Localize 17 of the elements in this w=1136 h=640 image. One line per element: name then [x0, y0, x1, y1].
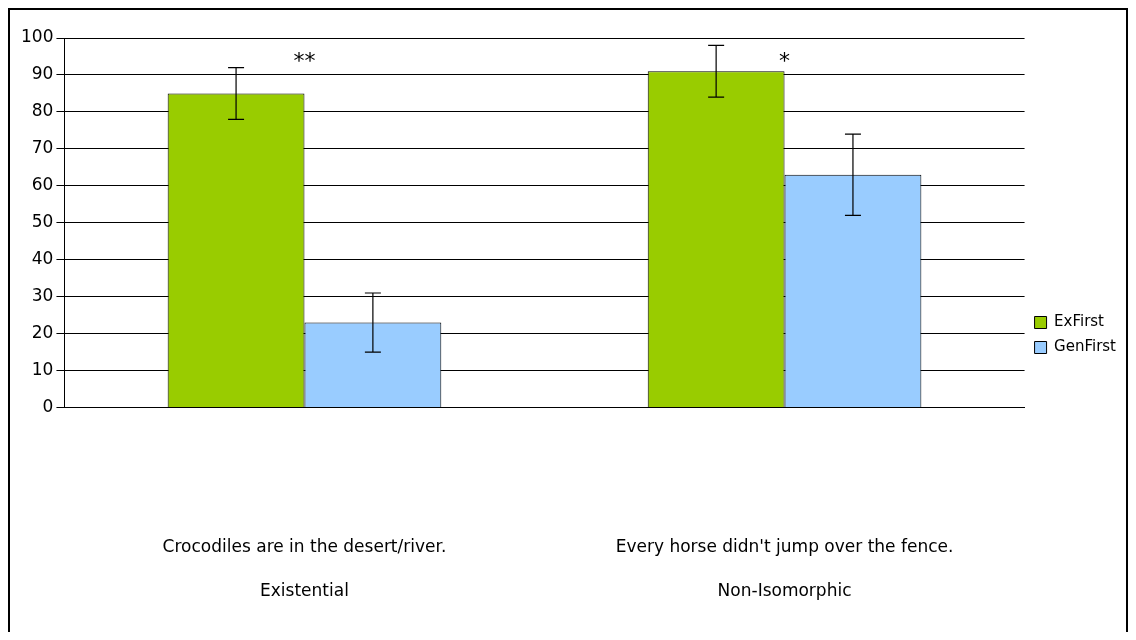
y-tick-label: 30	[31, 285, 54, 306]
y-tick-label: 60	[31, 174, 54, 195]
y-tick-label: 10	[31, 359, 54, 380]
y-tick-label: 70	[31, 137, 54, 158]
legend-label: GenFirst	[1054, 337, 1117, 356]
y-tick-label: 0	[42, 396, 54, 417]
annotation: **	[293, 47, 316, 73]
legend-label: ExFirst	[1054, 312, 1105, 331]
y-tick-label: 40	[31, 248, 54, 269]
y-tick-label: 100	[20, 26, 54, 47]
y-tick-label: 80	[31, 100, 54, 121]
y-tick-label: 20	[31, 322, 54, 343]
annotation: *	[779, 47, 791, 73]
category-label: Crocodiles are in the desert/river. Existential	[162, 536, 447, 601]
y-tick-label: 90	[31, 63, 54, 84]
y-tick-label: 50	[31, 211, 54, 232]
category-label: Every horse didn't jump over the fence. Non-Isomorphic	[615, 536, 954, 601]
